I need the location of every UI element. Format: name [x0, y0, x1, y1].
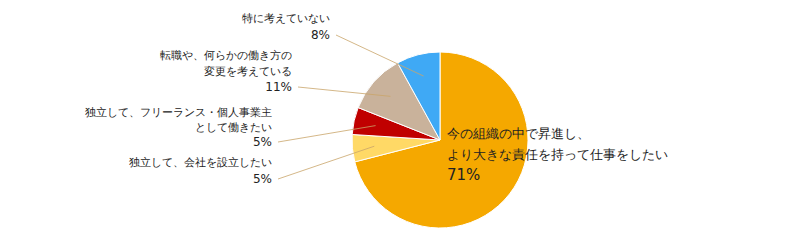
- svg-text:より大きな責任を持って仕事をしたい: より大きな責任を持って仕事をしたい: [447, 147, 668, 162]
- svg-text:独立して、フリーランス・個人事業主: 独立して、フリーランス・個人事業主: [85, 106, 272, 119]
- svg-text:今の組織の中で昇進し、: 今の組織の中で昇進し、: [447, 126, 590, 141]
- svg-text:として働きたい: として働きたい: [195, 121, 272, 134]
- svg-text:11%: 11%: [265, 80, 292, 94]
- svg-text:変更を考えている: 変更を考えている: [204, 65, 292, 78]
- svg-text:5%: 5%: [253, 135, 272, 149]
- svg-text:独立して、会社を設立したい: 独立して、会社を設立したい: [129, 156, 272, 169]
- svg-text:5%: 5%: [253, 172, 272, 186]
- svg-text:8%: 8%: [311, 28, 330, 42]
- svg-text:71%: 71%: [447, 166, 480, 184]
- svg-text:転職や、何らかの働き方の: 転職や、何らかの働き方の: [160, 49, 292, 62]
- svg-text:特に考えていない: 特に考えていない: [242, 12, 330, 25]
